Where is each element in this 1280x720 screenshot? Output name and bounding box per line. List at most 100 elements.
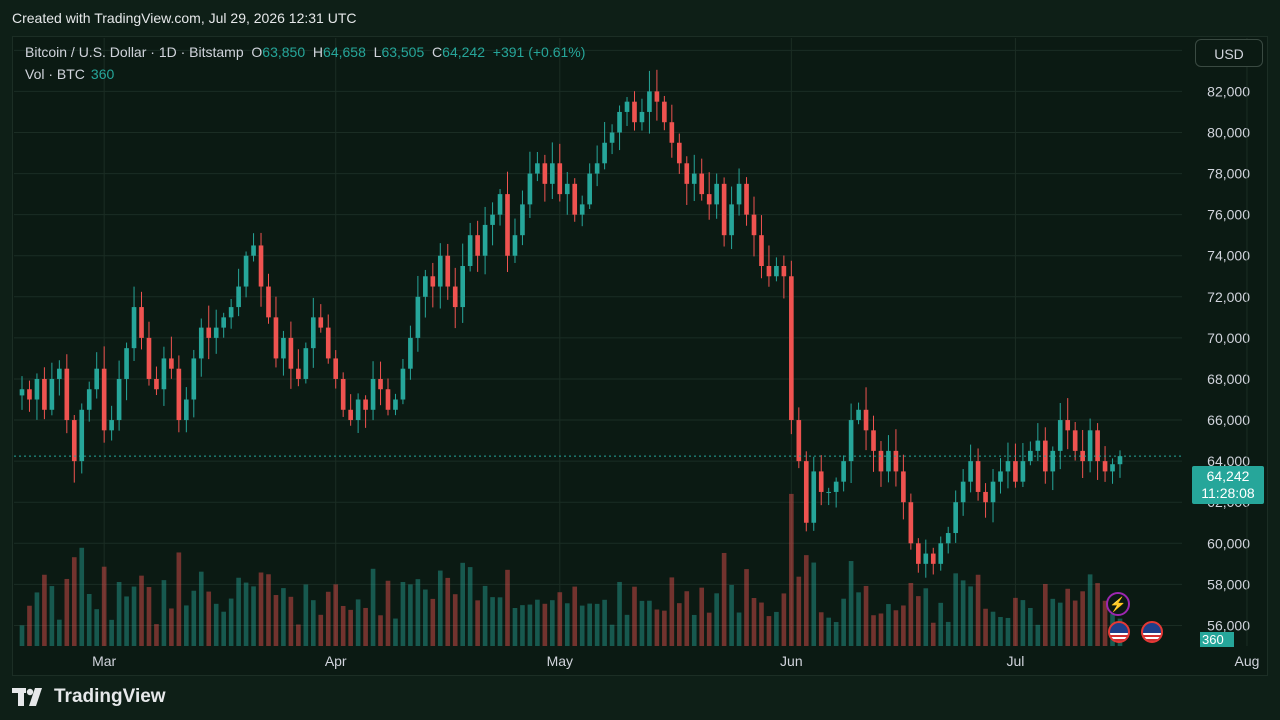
candle-body (983, 491, 988, 503)
volume-bar (333, 584, 339, 646)
candle-body (1065, 420, 1071, 431)
candle-body (370, 378, 376, 410)
y-tick-label: 58,000 (1207, 576, 1250, 592)
candle-body (848, 420, 854, 462)
volume-bar (975, 574, 981, 646)
y-tick-label: 76,000 (1207, 207, 1250, 223)
volume-bar (423, 589, 428, 646)
x-tick-label: Mar (92, 653, 116, 669)
x-tick-label: May (547, 653, 573, 669)
volume-bar (796, 576, 802, 646)
volume-bar (878, 613, 884, 646)
candle-body (662, 101, 667, 123)
volume-bar (953, 573, 958, 646)
volume-bar (579, 605, 585, 646)
volume-bar (550, 600, 555, 646)
volume-bar (445, 577, 451, 646)
candle-body (310, 317, 316, 349)
candle-body (1095, 430, 1100, 462)
candle-body (527, 173, 533, 205)
y-tick-label: 78,000 (1207, 166, 1250, 182)
candle-body (639, 111, 645, 123)
candle-body (691, 173, 697, 184)
candle-body (505, 194, 510, 256)
volume-bar (266, 574, 271, 646)
volume-bar (938, 602, 944, 646)
candle-body (736, 183, 742, 205)
candle-body (968, 461, 973, 482)
volume-bar (109, 619, 114, 646)
volume-legend: Vol · BTC 360 (25, 66, 114, 82)
us-flag-icon[interactable] (1141, 621, 1163, 643)
volume-bar (624, 614, 630, 646)
y-tick-label: 72,000 (1207, 289, 1250, 305)
candle-body (437, 255, 443, 287)
close-label: C (432, 44, 443, 60)
bolt-icon[interactable]: ⚡ (1106, 592, 1130, 616)
candle-body (1005, 461, 1011, 472)
candle-body (669, 122, 675, 143)
volume-bar (243, 582, 249, 646)
candle-body (49, 378, 55, 410)
volume-bar (251, 586, 256, 646)
volume-bar (983, 608, 988, 646)
candle-body (901, 471, 906, 503)
volume-bar (475, 600, 480, 646)
volume-bar (916, 596, 921, 646)
volume-bar (79, 547, 85, 646)
high-label: H (312, 44, 324, 60)
volume-bar (811, 562, 817, 646)
candle-body (624, 101, 630, 112)
candle-body (916, 543, 921, 564)
us-flag-icon[interactable] (1108, 621, 1130, 643)
ohlc-legend: Bitcoin / U.S. Dollar · 1D · Bitstamp O6… (25, 44, 585, 60)
volume-bar (86, 593, 92, 646)
candle-body (236, 286, 241, 308)
volume-bar (721, 552, 727, 646)
volume-bar (1095, 583, 1100, 646)
candle-body (535, 163, 540, 174)
candle-body (408, 337, 413, 369)
volume-label[interactable]: Vol · BTC (25, 66, 85, 82)
candle-body (721, 183, 727, 236)
candle-body (423, 276, 428, 297)
candle-body (206, 327, 212, 338)
volume-bar (139, 575, 144, 646)
volume-bar (393, 618, 398, 646)
volume-bar (542, 603, 548, 646)
volume-bar (774, 611, 779, 646)
candle-body (676, 142, 682, 164)
volume-bar (228, 598, 234, 646)
candle-body (64, 368, 70, 421)
currency-button[interactable]: USD (1195, 39, 1263, 67)
volume-bar (482, 585, 488, 646)
volume-bar (684, 591, 690, 646)
volume-bar (325, 591, 331, 646)
candle-body (594, 163, 600, 174)
candle-body (1080, 450, 1085, 462)
candle-body (176, 368, 182, 421)
volume-bar (42, 574, 47, 646)
candle-body (654, 91, 660, 102)
candle-body (609, 132, 615, 143)
candle-body (706, 194, 712, 205)
y-tick-label: 74,000 (1207, 248, 1250, 264)
candle-body (1035, 440, 1041, 451)
symbol-label[interactable]: Bitcoin / U.S. Dollar · 1D · Bitstamp (25, 44, 244, 60)
candle-body (482, 224, 488, 256)
volume-bar (505, 569, 510, 646)
volume-bar (430, 598, 436, 646)
volume-bar (258, 572, 264, 646)
tradingview-brand[interactable]: TradingView (12, 686, 166, 708)
candle-body (826, 491, 832, 493)
high-value: 64,658 (323, 44, 366, 60)
close-value: 64,242 (442, 44, 485, 60)
volume-bar (736, 612, 742, 646)
low-label: L (373, 44, 382, 60)
candle-body (1057, 420, 1063, 451)
candle-body (154, 378, 159, 390)
volume-bar (1035, 624, 1041, 646)
volume-bar (863, 585, 869, 646)
y-tick-label: 66,000 (1207, 412, 1250, 428)
